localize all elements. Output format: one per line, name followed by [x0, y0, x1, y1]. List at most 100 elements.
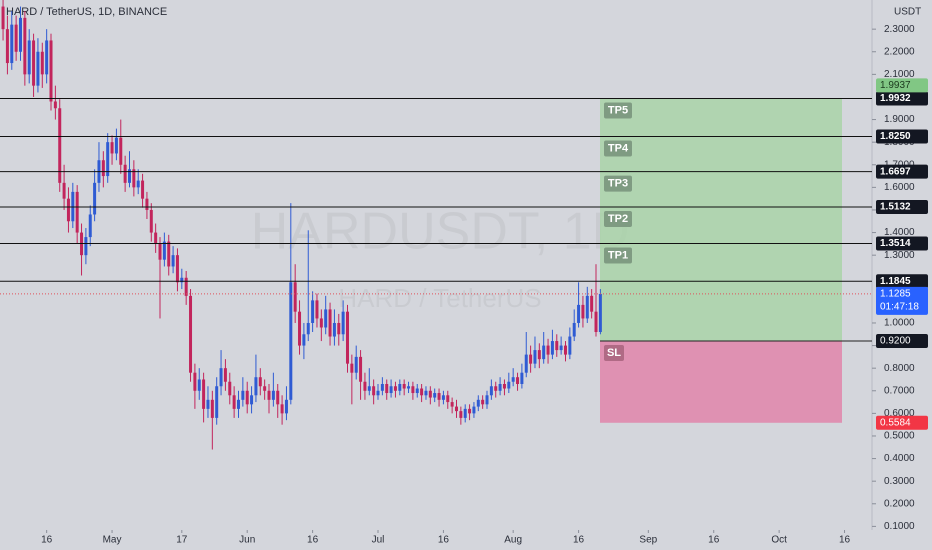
zone-label: TP1 [608, 249, 628, 261]
price-label: 0.5584 [880, 417, 911, 428]
candle-body [568, 336, 572, 355]
candle-body [476, 399, 480, 407]
level-label: 1.5132 [880, 202, 911, 213]
candle-body [136, 180, 140, 188]
candle-body [572, 322, 576, 337]
candle-body [598, 293, 602, 333]
candle-body [446, 395, 450, 403]
candle-body [232, 395, 236, 409]
candle-body [119, 137, 123, 165]
candle-body [324, 309, 328, 328]
zone-label-box [604, 102, 632, 119]
candle-body [93, 182, 97, 215]
x-tick-label: 16 [573, 535, 585, 546]
candle-body [1, 6, 5, 30]
y-tick-label: 0.8000 [884, 363, 915, 374]
candle-body [154, 232, 158, 244]
candle-body [332, 322, 336, 337]
candle-body [158, 243, 162, 260]
candle-body [498, 383, 502, 391]
candle-body [472, 406, 476, 414]
x-tick-label: 16 [708, 535, 720, 546]
candle-body [267, 390, 271, 400]
y-tick-label: 1.6000 [884, 182, 915, 193]
y-tick-label: 1.4000 [884, 227, 915, 238]
y-tick-label: 2.3000 [884, 24, 915, 35]
candle-body [236, 399, 240, 409]
candle-body [542, 345, 546, 360]
candle-body [341, 311, 345, 335]
level-label: 1.1845 [880, 276, 911, 287]
y-tick-label: 2.2000 [884, 46, 915, 57]
y-unit: USDT [894, 7, 921, 18]
x-tick-label: Jul [372, 535, 385, 546]
candle-body [298, 311, 302, 346]
candle-body [415, 388, 419, 394]
candle-body [123, 164, 127, 183]
level-label: 1.3514 [880, 238, 911, 249]
candle-body [49, 40, 53, 102]
candle-body [502, 383, 506, 389]
candle-body [23, 17, 27, 75]
candle-body [372, 386, 376, 396]
candle-body [245, 390, 249, 405]
candle-body [450, 402, 454, 407]
x-tick-label: 16 [839, 535, 851, 546]
candle-body [420, 388, 424, 396]
countdown: 01:47:18 [880, 302, 919, 313]
candle-body [114, 137, 118, 154]
x-tick-label: 17 [176, 535, 188, 546]
candle-body [511, 377, 515, 382]
candle-body [533, 350, 537, 364]
x-tick-label: 16 [307, 535, 319, 546]
candle-body [263, 386, 267, 391]
candle-body [350, 363, 354, 373]
candle-body [594, 311, 598, 333]
candle-body [14, 24, 18, 52]
candle-body [206, 399, 210, 409]
x-tick-label: Jun [239, 535, 255, 546]
candle-body [550, 341, 554, 355]
candle-body [546, 345, 550, 355]
x-tick-label: Sep [639, 535, 657, 546]
candle-body [337, 322, 341, 335]
candle-body [40, 51, 44, 75]
candle-body [411, 386, 415, 394]
candle-body [516, 377, 520, 384]
candle-body [62, 182, 66, 199]
candle-body [345, 311, 349, 364]
candle-body [311, 300, 315, 323]
candle-body [18, 17, 22, 52]
candle-body [162, 241, 166, 260]
candle-body [5, 29, 9, 64]
candle-body [223, 368, 227, 382]
price-label: 0.9200 [880, 336, 911, 347]
candle-body [193, 372, 197, 391]
candle-body [219, 368, 223, 387]
candle-body [555, 341, 559, 351]
level-label-box [876, 129, 928, 144]
y-tick-label: 0.7000 [884, 385, 915, 396]
candle-body [354, 356, 358, 373]
candle-body [127, 169, 131, 183]
level-label: 1.9932 [880, 93, 911, 104]
y-tick-label: 0.4000 [884, 453, 915, 464]
price-label-box [876, 78, 928, 93]
candle-body [84, 237, 88, 256]
candle-body [66, 198, 70, 222]
stop-zone [600, 341, 842, 423]
price-label-box [876, 415, 928, 430]
x-tick-label: Oct [771, 535, 787, 546]
candle-body [241, 390, 245, 400]
zone-label-box [604, 210, 632, 227]
y-tick-label: 0.2000 [884, 498, 915, 509]
candle-body [271, 390, 275, 400]
level-label-box [876, 199, 928, 214]
candle-body [32, 40, 36, 86]
profit-zone [600, 98, 842, 342]
candle-body [284, 399, 288, 414]
candle-body [202, 379, 206, 409]
candle-body [110, 142, 114, 154]
